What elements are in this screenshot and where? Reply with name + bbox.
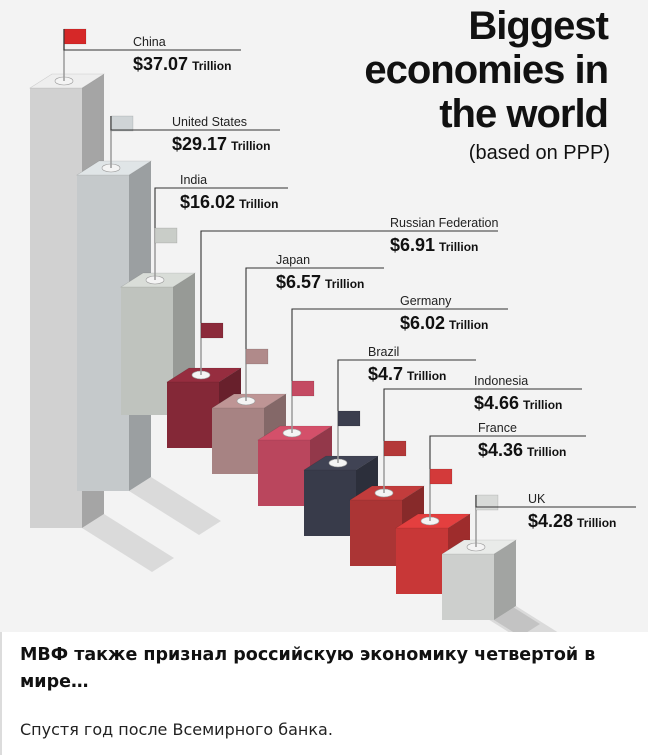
leader-line-indonesia — [383, 388, 582, 441]
label-unit-united-states: Trillion — [231, 139, 270, 153]
title-line-2: economies in — [364, 48, 609, 92]
label-value-brazil: $4.7 Trillion — [368, 364, 446, 384]
infographic: China $37.07 Trillion United States $29.17 Tr… — [0, 0, 648, 632]
bar-front-japan — [212, 408, 264, 474]
label-country-india: India — [180, 173, 207, 187]
bar-shadow-china — [82, 514, 174, 572]
label-unit-japan: Trillion — [325, 277, 364, 291]
label-value-united-states: $29.17 Trillion — [172, 134, 270, 154]
title-line-3: the world — [439, 92, 609, 136]
bar-shadow-united-states — [129, 477, 221, 535]
label-value-uk: $4.28 Trillion — [528, 511, 616, 531]
flag-icon-brazil — [337, 410, 361, 427]
bar-front-germany — [258, 440, 310, 506]
label-country-germany: Germany — [400, 294, 452, 308]
leader-line-russian-federation — [200, 230, 498, 323]
leader-line-brazil — [337, 359, 476, 411]
leader-line-france — [429, 435, 586, 469]
bar-front-china — [30, 88, 82, 528]
label-unit-russian-federation: Trillion — [439, 240, 478, 254]
flag-icon-indonesia — [383, 440, 407, 457]
leader-line-india — [154, 187, 288, 228]
flag-icon-india — [154, 227, 178, 244]
label-country-united-states: United States — [172, 115, 247, 129]
label-country-uk: UK — [528, 492, 546, 506]
flag-icon-germany — [291, 380, 315, 397]
leader-line-united-states — [110, 116, 280, 131]
label-value-germany: $6.02 Trillion — [400, 313, 488, 333]
bar-shadow-uk — [494, 606, 558, 632]
bar-front-uk — [442, 554, 494, 620]
label-value-russian-federation: $6.91 Trillion — [390, 235, 478, 255]
flag-icon-japan — [245, 348, 269, 365]
label-unit-brazil: Trillion — [407, 369, 446, 383]
label-country-china: China — [133, 35, 166, 49]
flag-icon-uk — [475, 494, 499, 511]
flag-icon-china — [63, 28, 87, 45]
label-country-brazil: Brazil — [368, 345, 399, 359]
label-value-france: $4.36 Trillion — [478, 440, 566, 460]
leader-line-japan — [245, 267, 384, 349]
label-unit-indonesia: Trillion — [523, 398, 562, 412]
label-country-indonesia: Indonesia — [474, 374, 528, 388]
label-unit-france: Trillion — [527, 445, 566, 459]
bar-front-france — [396, 528, 448, 594]
leader-line-china — [63, 29, 241, 51]
label-country-france: France — [478, 421, 517, 435]
label-value-indonesia: $4.66 Trillion — [474, 393, 562, 413]
leader-line-germany — [291, 308, 508, 381]
label-unit-india: Trillion — [239, 197, 278, 211]
post-caption: МВФ также признал российскую экономику ч… — [20, 645, 596, 692]
label-country-russian-federation: Russian Federation — [390, 216, 498, 230]
chart-title: Biggest economies in the world — [288, 4, 609, 136]
label-unit-china: Trillion — [192, 59, 231, 73]
flag-icon-france — [429, 468, 453, 485]
bar-front-brazil — [304, 470, 356, 536]
bar-front-indonesia — [350, 500, 402, 566]
bar-chart: China $37.07 Trillion United States $29.17 Tr… — [28, 28, 636, 632]
bar-front-united-states — [77, 175, 129, 491]
flag-icon-russian-federation — [200, 322, 224, 339]
leader-line-uk — [475, 495, 636, 508]
label-unit-uk: Trillion — [577, 516, 616, 530]
title-line-1: Biggest — [468, 4, 609, 48]
label-value-india: $16.02 Trillion — [180, 192, 278, 212]
bar-front-russian-federation — [167, 382, 219, 448]
chart-subtitle: (based on PPP) — [468, 142, 610, 164]
flag-icon-united-states — [110, 115, 134, 132]
label-value-japan: $6.57 Trillion — [276, 272, 364, 292]
post-subtext: Спустя год после Всемирного банка. — [20, 720, 333, 739]
bar-front-india — [121, 287, 173, 415]
label-unit-germany: Trillion — [449, 318, 488, 332]
label-value-china: $37.07 Trillion — [133, 54, 231, 74]
bar-side-uk — [494, 540, 516, 620]
label-country-japan: Japan — [276, 253, 310, 267]
